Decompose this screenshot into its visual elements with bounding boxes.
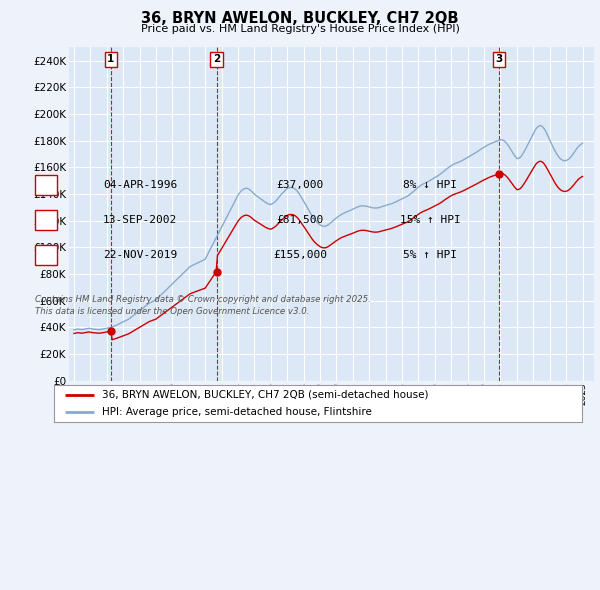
Text: 8% ↓ HPI: 8% ↓ HPI — [403, 180, 457, 190]
Text: 1: 1 — [42, 180, 50, 190]
Bar — [35, 210, 57, 230]
Text: £81,500: £81,500 — [277, 215, 323, 225]
Text: 3: 3 — [42, 250, 50, 260]
Text: 04-APR-1996: 04-APR-1996 — [103, 180, 177, 190]
Text: HPI: Average price, semi-detached house, Flintshire: HPI: Average price, semi-detached house,… — [101, 407, 371, 417]
Text: 2: 2 — [213, 54, 220, 64]
Bar — [35, 175, 57, 195]
Text: 13-SEP-2002: 13-SEP-2002 — [103, 215, 177, 225]
Text: 2: 2 — [42, 215, 50, 225]
Text: 5% ↑ HPI: 5% ↑ HPI — [403, 250, 457, 260]
Text: £155,000: £155,000 — [273, 250, 327, 260]
Text: 3: 3 — [495, 54, 502, 64]
Bar — [35, 245, 57, 265]
Text: 1: 1 — [107, 54, 115, 64]
Text: 36, BRYN AWELON, BUCKLEY, CH7 2QB (semi-detached house): 36, BRYN AWELON, BUCKLEY, CH7 2QB (semi-… — [101, 390, 428, 399]
Text: 22-NOV-2019: 22-NOV-2019 — [103, 250, 177, 260]
Text: 36, BRYN AWELON, BUCKLEY, CH7 2QB: 36, BRYN AWELON, BUCKLEY, CH7 2QB — [141, 11, 459, 27]
Text: 15% ↑ HPI: 15% ↑ HPI — [400, 215, 460, 225]
Text: Contains HM Land Registry data © Crown copyright and database right 2025.
This d: Contains HM Land Registry data © Crown c… — [35, 295, 371, 316]
Text: £37,000: £37,000 — [277, 180, 323, 190]
Text: Price paid vs. HM Land Registry's House Price Index (HPI): Price paid vs. HM Land Registry's House … — [140, 25, 460, 34]
